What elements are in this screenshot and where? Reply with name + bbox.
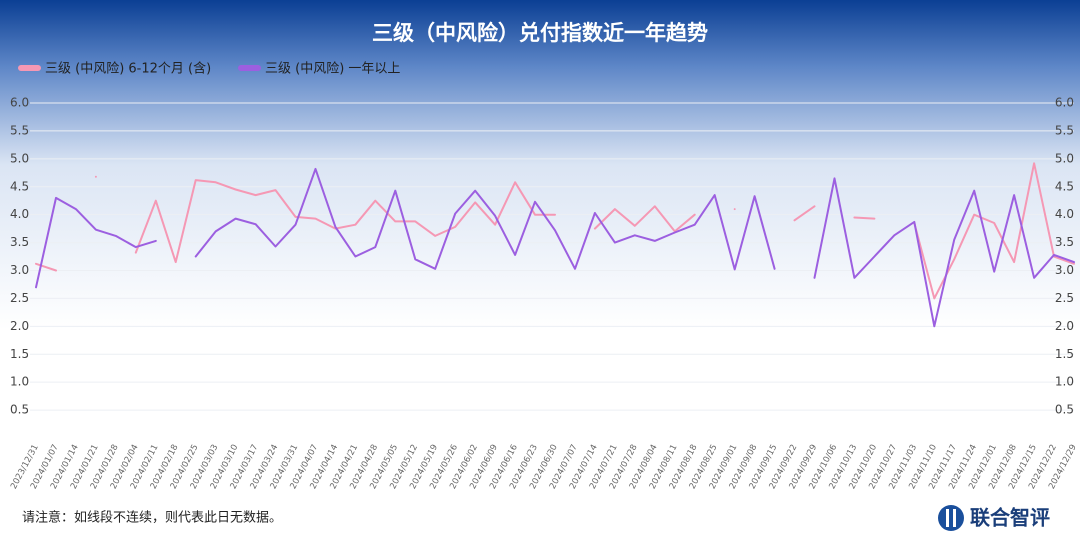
y2-tick-label: 2.0	[1055, 319, 1074, 333]
y-tick-label: 3.5	[10, 235, 29, 249]
series-line	[35, 167, 1075, 328]
chart-title: 三级（中风险）兑付指数近一年趋势	[372, 21, 708, 45]
series-line	[35, 162, 1075, 300]
logo-icon	[938, 505, 964, 531]
y-tick-label: 2.5	[10, 291, 29, 305]
y-tick-label: 1.0	[10, 375, 29, 389]
y-tick-label: 2.0	[10, 319, 29, 333]
y2-tick-label: 5.0	[1055, 151, 1074, 165]
y-tick-label: 6.0	[10, 96, 29, 110]
y2-tick-label: 1.5	[1055, 347, 1074, 361]
legend-swatch	[18, 65, 41, 71]
legend-swatch	[238, 65, 261, 71]
y2-tick-label: 1.0	[1055, 375, 1074, 389]
y-tick-label: 4.0	[10, 207, 29, 221]
y-tick-label: 3.0	[10, 263, 29, 277]
legend-label: 三级 (中风险) 6-12个月 (含)	[45, 61, 211, 77]
y2-tick-label: 2.5	[1055, 291, 1074, 305]
y-tick-label: 4.5	[10, 179, 29, 193]
note: 请注意：如线段不连续，则代表此日无数据。	[22, 510, 282, 526]
legend-label: 三级 (中风险) 一年以上	[265, 62, 400, 77]
y-tick-label: 5.0	[10, 151, 29, 165]
y2-tick-label: 5.5	[1055, 123, 1074, 137]
y-tick-label: 5.5	[10, 123, 29, 137]
y2-tick-label: 4.0	[1055, 207, 1074, 221]
y-tick-label: 0.5	[10, 403, 29, 417]
logo-icon-bar	[953, 509, 956, 527]
y2-tick-label: 3.0	[1055, 263, 1074, 277]
y-tick-label: 1.5	[10, 347, 29, 361]
y2-tick-label: 3.5	[1055, 235, 1074, 249]
logo-icon-bar	[946, 509, 949, 527]
brand: 联合智评	[970, 506, 1050, 530]
logo: 联合智评	[938, 505, 1050, 531]
y2-tick-label: 6.0	[1055, 96, 1074, 110]
y2-tick-label: 0.5	[1055, 403, 1074, 417]
y2-tick-label: 4.5	[1055, 179, 1074, 193]
